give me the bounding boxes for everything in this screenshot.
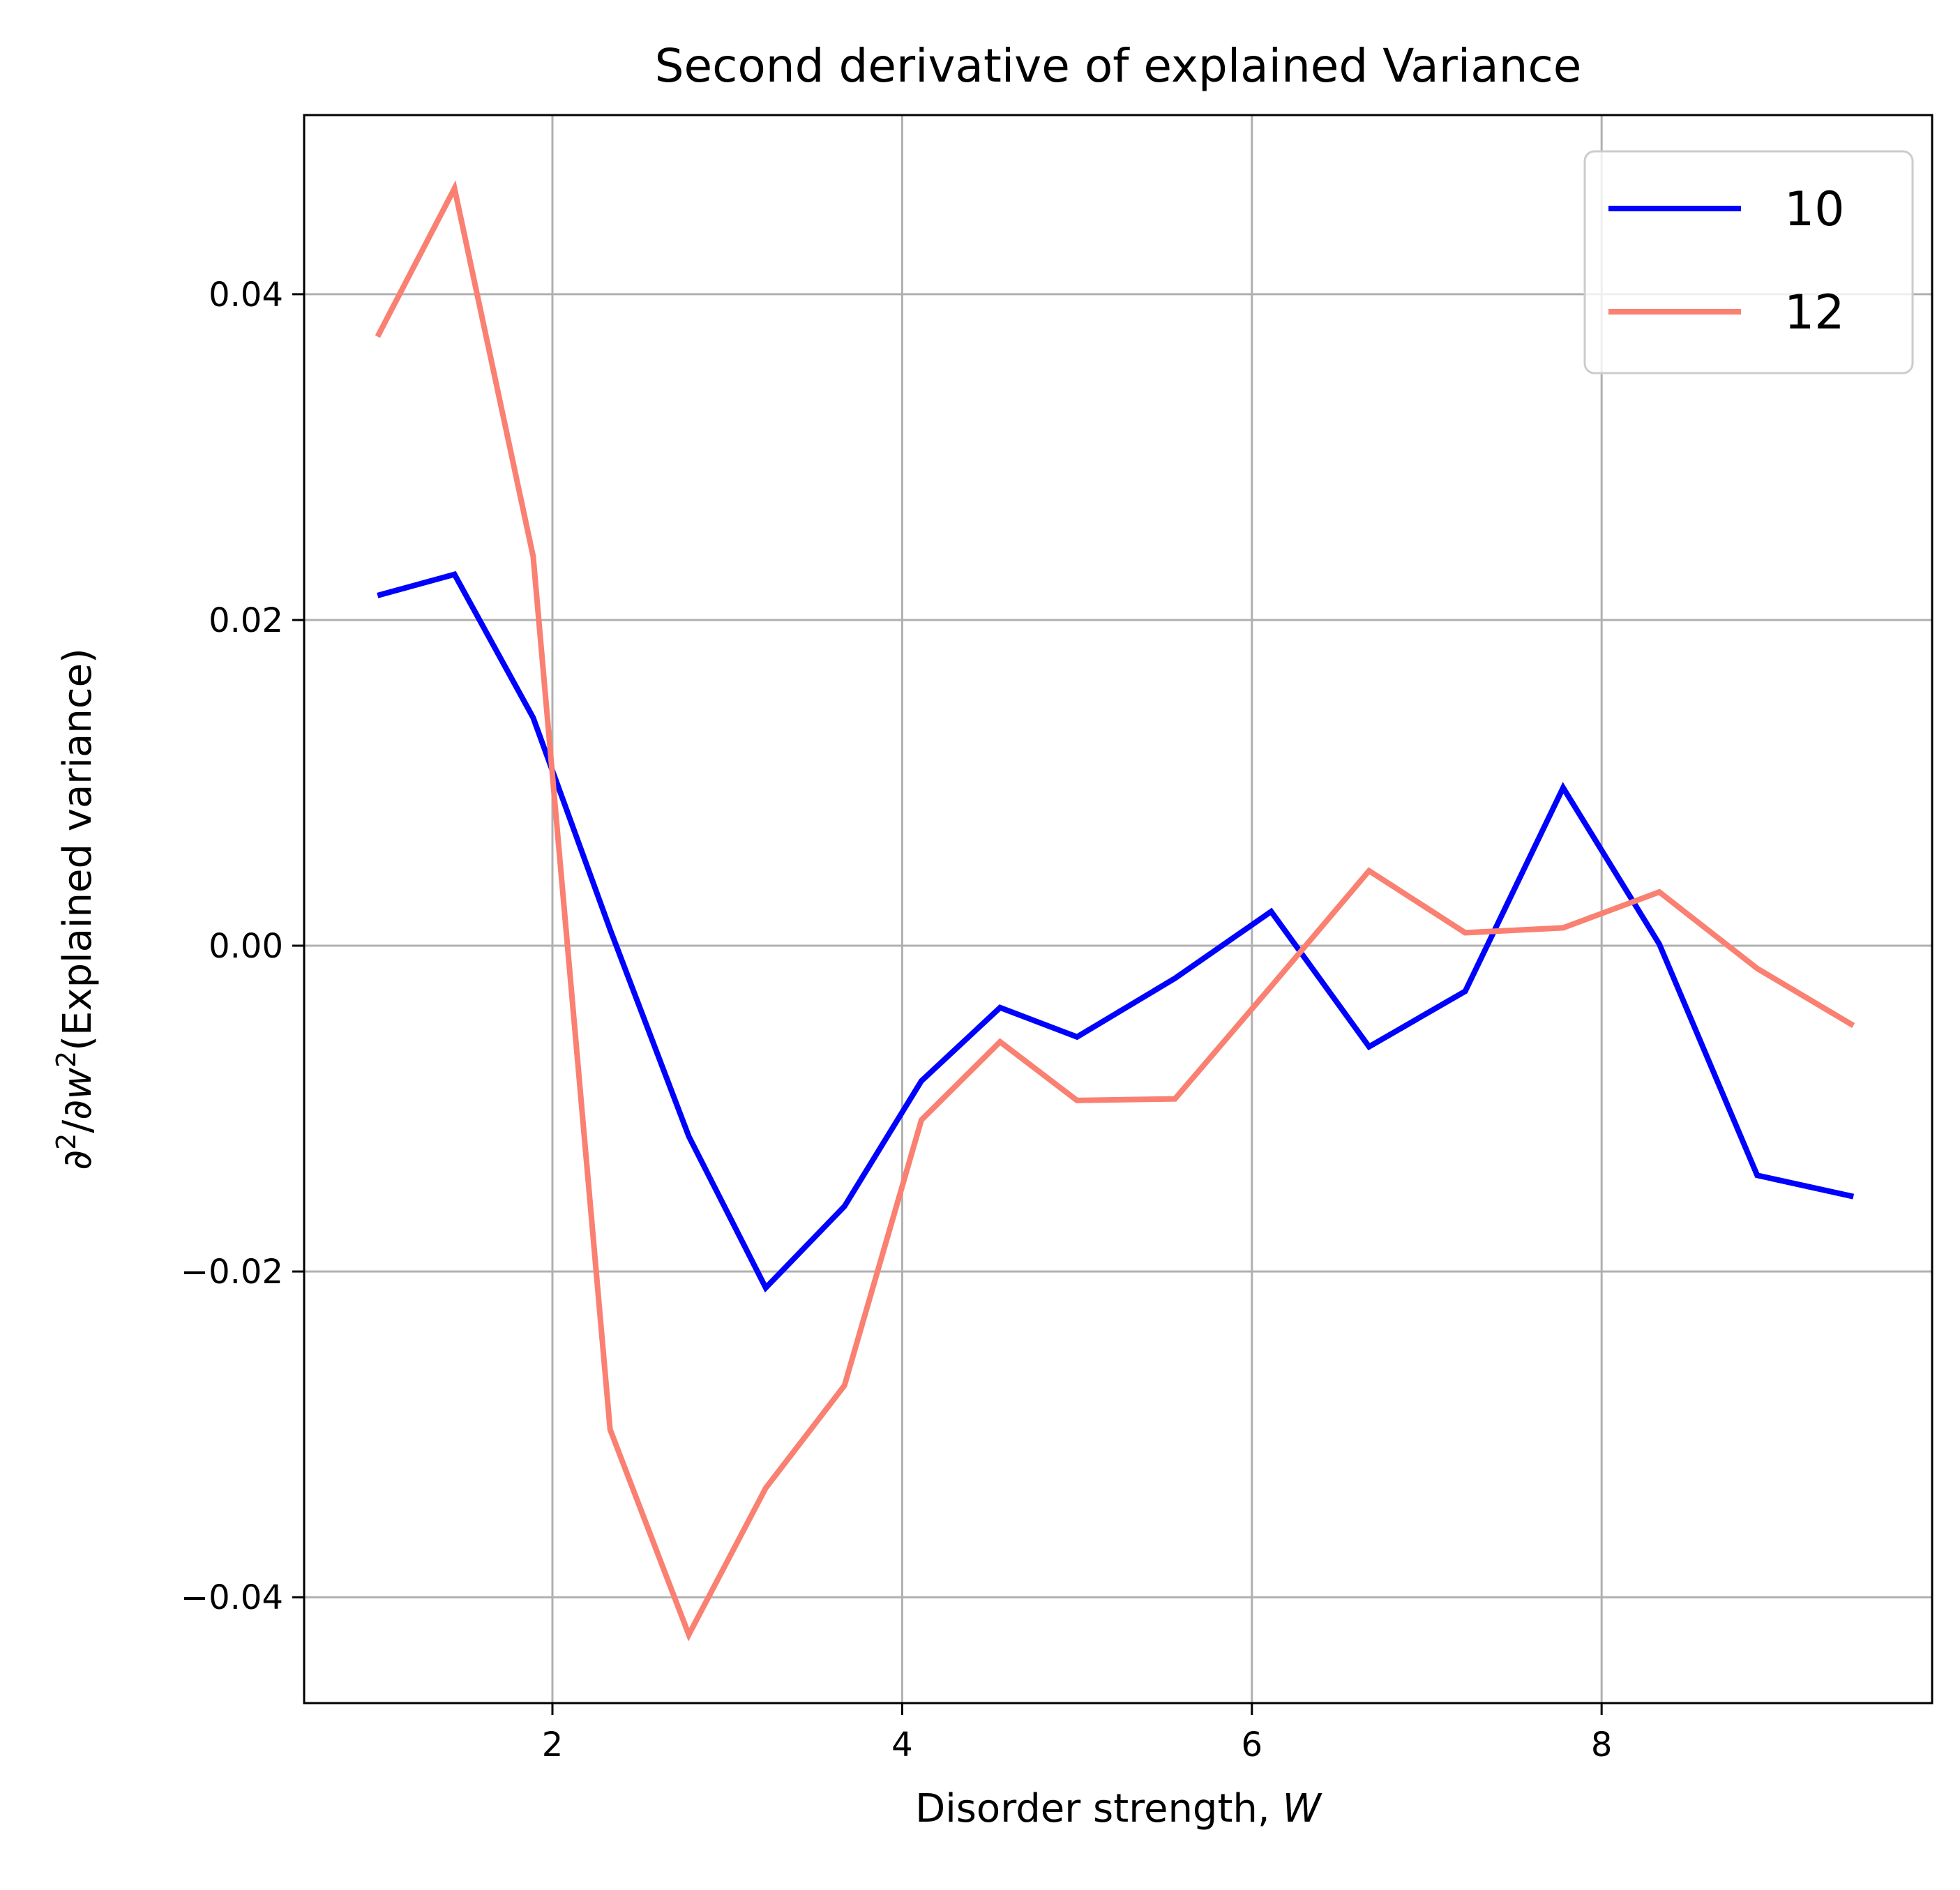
x-axis-label: Disorder strength, W — [915, 1786, 1322, 1831]
legend-label-10: 10 — [1784, 182, 1845, 237]
y-tick-label: −0.04 — [181, 1578, 283, 1617]
y-tick-label: −0.02 — [181, 1253, 283, 1292]
y-tick-label: 0.04 — [209, 275, 283, 315]
x-axis-label-variable: W — [1283, 1786, 1323, 1831]
series-line-12 — [375, 180, 1855, 1642]
y-axis-label-slash: /∂ — [55, 1100, 100, 1133]
plot-frame — [303, 114, 1933, 1704]
x-tick-label: 2 — [542, 1725, 564, 1764]
y-tick-label: 0.00 — [209, 927, 283, 966]
y-axis-label-partial: ∂ — [55, 1150, 100, 1170]
x-tick-label: 4 — [891, 1725, 913, 1764]
x-axis-label-text: Disorder strength, — [915, 1786, 1282, 1831]
y-axis-label: ∂2/∂w2(Explained variance) — [51, 648, 100, 1170]
ticks-layer: 2 4 6 8 −0.04 −0.02 0.00 0.02 0.04 — [181, 275, 1613, 1764]
chart-title: Second derivative of explained Variance — [655, 39, 1582, 93]
legend-label-12: 12 — [1784, 285, 1845, 340]
series-layer — [375, 180, 1855, 1642]
grid-layer — [304, 115, 1932, 1703]
legend: 10 12 — [1583, 150, 1914, 375]
y-axis-label-variable: w — [55, 1068, 100, 1100]
series-line-10 — [377, 570, 1855, 1293]
legend-box — [1583, 150, 1914, 375]
x-tick-label: 8 — [1591, 1725, 1613, 1764]
y-tick-label: 0.02 — [209, 601, 283, 640]
x-tick-label: 6 — [1242, 1725, 1263, 1764]
y-axis-label-exponent: 2 — [51, 1133, 82, 1150]
y-axis-label-exponent: 2 — [51, 1051, 82, 1068]
y-axis-label-text: (Explained variance) — [55, 648, 100, 1051]
